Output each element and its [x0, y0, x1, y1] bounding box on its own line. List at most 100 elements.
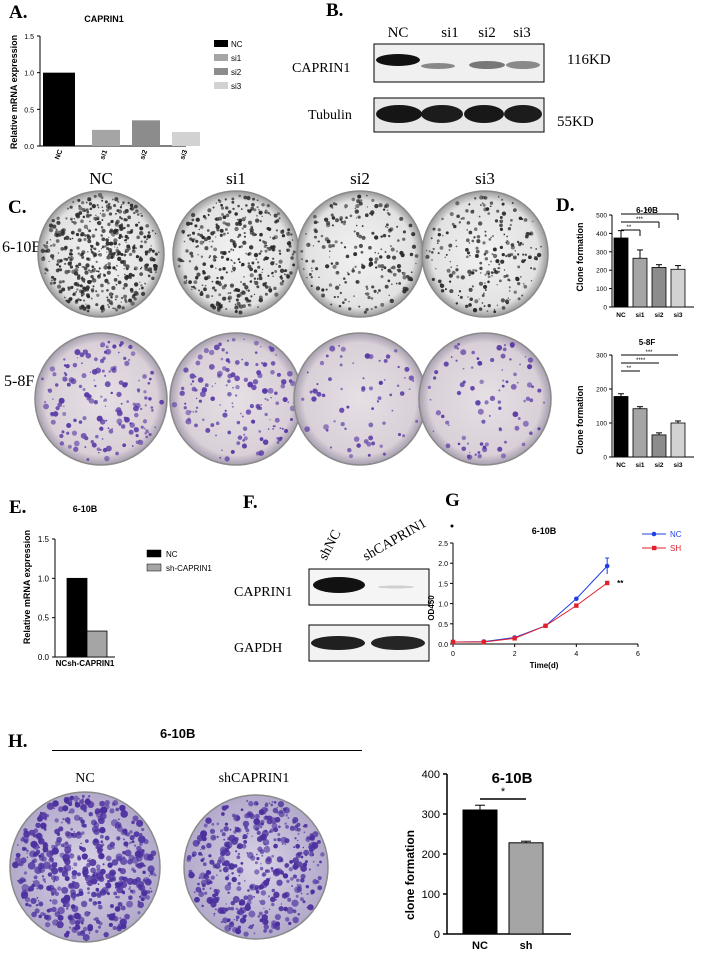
colony-plates-h: NC shCAPRIN1 [9, 771, 329, 943]
chart-e-ylabel: Relative mRNA expression [22, 530, 32, 644]
lane-label-si2: si2 [478, 25, 496, 41]
bar-NC [613, 396, 629, 458]
y-tick-label: 100 [596, 421, 607, 428]
significance-mark: *** [636, 217, 644, 223]
lane-label-shcaprin1: shCAPRIN1 [361, 516, 430, 564]
x-tick-label: sh [520, 940, 533, 952]
panel-letter-a: A. [9, 2, 28, 23]
x-tick-label: NC [616, 462, 626, 469]
colony-plate-5-8f [169, 332, 303, 466]
series-line-SH [453, 582, 608, 643]
band [371, 636, 425, 650]
panel-letter-d: D. [556, 195, 575, 216]
panel-letter-f: F. [243, 492, 258, 513]
y-tick-label: 1.5 [24, 34, 34, 41]
western-blot-f: shNC shCAPRIN1 CAPRIN1 GAPDH [234, 516, 430, 662]
x-tick-label: si2 [654, 312, 663, 319]
bar-si3 [670, 422, 686, 458]
bar-si2 [651, 434, 667, 458]
band [376, 54, 420, 66]
y-tick-label: 200 [596, 387, 607, 394]
significance-mark: * [501, 786, 506, 798]
chart-a-title: CAPRIN1 [84, 14, 124, 24]
chart-g-ylabel: OD450 [427, 595, 436, 621]
chart-h-ylabel: clone formation [403, 830, 417, 920]
y-tick-label: 1.5 [438, 581, 448, 588]
y-tick-label: 0.0 [438, 642, 448, 649]
y-tick-label: 100 [422, 889, 440, 901]
chart-d-top-ylabel: Clone formation [575, 223, 585, 292]
y-tick-label: 0 [603, 455, 607, 462]
colony-plate-5-8f [418, 332, 552, 466]
x-tick-label: NC [54, 149, 64, 161]
blot-row-gapdh: GAPDH [234, 641, 282, 656]
y-tick-label: 300 [596, 249, 607, 256]
legend-label: NC [231, 40, 243, 49]
x-tick-label: si1 [99, 149, 109, 161]
blot-row-caprin1: CAPRIN1 [292, 61, 350, 76]
x-tick-label: 6 [636, 651, 640, 658]
bar-si1 [92, 129, 120, 146]
y-tick-label: 100 [596, 286, 607, 293]
legend-marker [651, 531, 657, 537]
band [506, 61, 540, 69]
lane-label-si3: si3 [513, 25, 531, 41]
y-tick-label: 0.5 [438, 622, 448, 629]
legend-label: NC [670, 530, 682, 539]
y-tick-label: 1.0 [24, 71, 34, 78]
data-point [512, 636, 517, 641]
col-label-si2: si2 [350, 169, 370, 188]
panel-letter-g: G [445, 490, 460, 511]
y-tick-label: 500 [596, 213, 607, 220]
x-tick-label: si3 [673, 462, 682, 469]
data-point [604, 580, 610, 586]
x-tick-label: si3 [179, 149, 189, 161]
y-tick-label: 300 [596, 353, 607, 360]
col-label-h-nc: NC [75, 771, 94, 786]
x-tick-label: NC [472, 940, 488, 952]
band [504, 105, 542, 123]
legend-label: SH [670, 544, 681, 553]
panel-letter-e: E. [9, 497, 27, 518]
legend-label: NC [166, 550, 178, 559]
band [313, 577, 365, 593]
chart-d: 6-10B Clone formation 0 100 200 300 400 500 NC… [575, 206, 694, 469]
chart-d-bottom-ylabel: Clone formation [575, 386, 585, 455]
legend-swatch [214, 82, 228, 89]
band [464, 105, 504, 123]
band [421, 63, 455, 69]
bar-sh-CAPRIN1 [86, 630, 108, 658]
bar-NC [613, 237, 629, 308]
lane-label-si1: si1 [441, 25, 459, 41]
chart-g-title: 6-10B [532, 526, 557, 536]
significance-mark: ** [627, 225, 632, 231]
band [421, 105, 463, 123]
size-55kd: 55KD [557, 114, 594, 130]
data-point [481, 639, 487, 645]
col-label-h-shcaprin1: shCAPRIN1 [219, 771, 290, 786]
y-tick-label: 400 [596, 231, 607, 238]
band [469, 61, 505, 69]
panel-letter-h: H. [8, 731, 28, 752]
band [376, 105, 422, 123]
panel-letter-b: B. [326, 0, 344, 21]
y-tick-label: 0 [434, 929, 440, 941]
x-tick-label: 4 [574, 651, 578, 658]
x-tick-label: 0 [451, 651, 455, 658]
data-point [574, 596, 579, 602]
colony-plates-c: NC si1 si2 si3 6-10B 5-8F [2, 169, 552, 466]
y-tick-label: 200 [596, 268, 607, 275]
significance-mark: *** [646, 350, 654, 356]
col-label-si1: si1 [226, 169, 246, 188]
size-116kd: 116KD [567, 52, 611, 68]
data-point [450, 639, 456, 645]
legend-swatch [146, 563, 162, 572]
bar-NC [43, 72, 75, 146]
legend-swatch [214, 54, 228, 61]
x-tick-label: si3 [673, 312, 682, 319]
y-tick-label: 400 [422, 769, 440, 781]
y-tick-label: 1.0 [38, 574, 50, 583]
legend-label: si1 [231, 54, 242, 63]
bar-NC [66, 577, 88, 658]
y-tick-label: 0 [603, 305, 607, 312]
